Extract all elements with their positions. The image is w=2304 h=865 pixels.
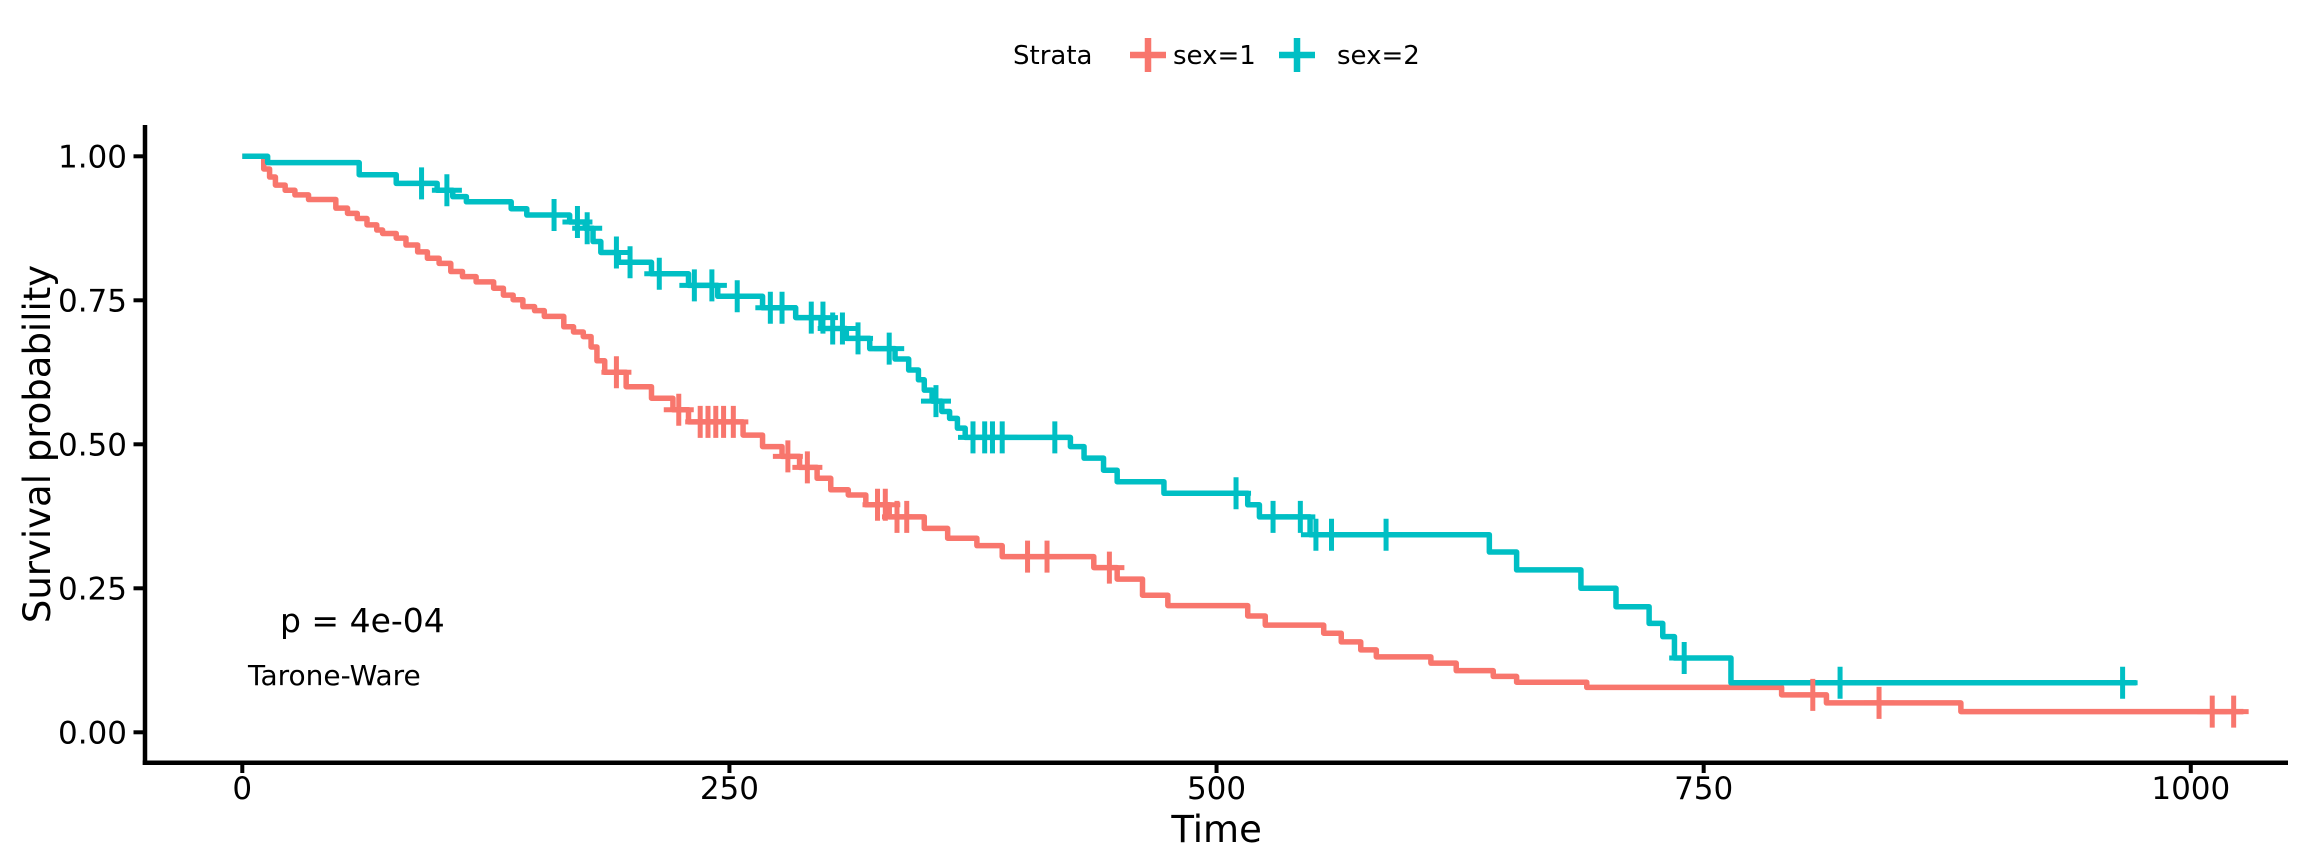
- censor-plus-icon: [572, 212, 603, 245]
- censor-plus-icon: [1094, 551, 1125, 584]
- censor-plus-icon: [663, 393, 694, 426]
- censor-plus-icon: [722, 280, 753, 313]
- x-tick-label: 250: [700, 771, 759, 807]
- censor-plus-icon: [920, 385, 951, 418]
- censor-plus-icon: [1316, 518, 1347, 551]
- censor-plus-icon: [1371, 518, 1402, 551]
- y-tick-label: 1.00: [58, 139, 127, 175]
- censor-plus-icon: [1221, 477, 1252, 510]
- censor-plus-icon: [792, 451, 823, 484]
- censor-plus-icon: [2218, 695, 2249, 728]
- censor-plus-icon: [615, 246, 646, 279]
- x-tick-label: 500: [1187, 771, 1246, 807]
- censor-plus-icon: [718, 405, 749, 438]
- legend-label-sex1: sex=1: [1173, 41, 1256, 71]
- legend-key-plus-icon-sex1: [1130, 38, 1166, 72]
- pvalue-text: p = 4e-04: [280, 601, 445, 640]
- censor-plus-icon: [1032, 540, 1063, 573]
- legend-label-sex2: sex=2: [1337, 41, 1420, 71]
- x-tick-label: 750: [1674, 771, 1733, 807]
- censor-plus-icon: [1864, 686, 1895, 719]
- x-tick-label: 1000: [2151, 771, 2230, 807]
- axes: 0 250 500 750 1000 1.00 0.75 0.50 0.25 0.00 Time…: [16, 125, 2288, 851]
- y-tick-label: 0.00: [58, 715, 127, 751]
- survival-curve-sex2: [242, 153, 2137, 686]
- x-axis-title: Time: [1170, 808, 1262, 851]
- censor-plus-icon: [772, 440, 803, 473]
- plot-area: [242, 153, 2249, 728]
- legend-key-plus-icon-sex2: [1279, 38, 1315, 72]
- censor-plus-icon: [843, 322, 874, 355]
- y-tick-label: 0.75: [58, 283, 127, 319]
- censor-plus-icon: [1258, 500, 1289, 533]
- censor-plus-icon: [696, 269, 727, 302]
- censor-plus-icon: [2107, 666, 2138, 699]
- censor-plus-icon: [601, 356, 632, 389]
- y-tick-label: 0.50: [58, 427, 127, 463]
- censor-plus-icon: [1285, 500, 1316, 533]
- censor-plus-icon: [891, 500, 922, 533]
- survival-curve-sex1: [242, 153, 2244, 715]
- censor-marks-sex2: [406, 167, 2138, 699]
- censor-plus-icon: [431, 174, 462, 207]
- censor-plus-icon: [1797, 678, 1828, 711]
- censor-plus-icon: [1669, 641, 1700, 674]
- censor-plus-icon: [987, 421, 1018, 454]
- censor-plus-icon: [644, 257, 675, 290]
- censor-plus-icon: [1039, 421, 1070, 454]
- censor-plus-icon: [539, 199, 570, 232]
- censor-plus-icon: [827, 312, 858, 345]
- censor-plus-icon: [767, 291, 798, 324]
- legend-title: Strata: [1013, 41, 1092, 71]
- pvalue-method-text: Tarone-Ware: [247, 659, 421, 692]
- censor-plus-icon: [406, 167, 437, 200]
- y-tick-label: 0.25: [58, 571, 127, 607]
- censor-plus-icon: [1825, 666, 1856, 699]
- censor-marks-sex1: [601, 356, 2249, 728]
- censor-plus-icon: [874, 332, 905, 365]
- y-axis-title: Survival probability: [16, 265, 59, 623]
- legend: Strata sex=1 sex=2: [1013, 38, 1420, 72]
- x-tick-label: 0: [232, 771, 252, 807]
